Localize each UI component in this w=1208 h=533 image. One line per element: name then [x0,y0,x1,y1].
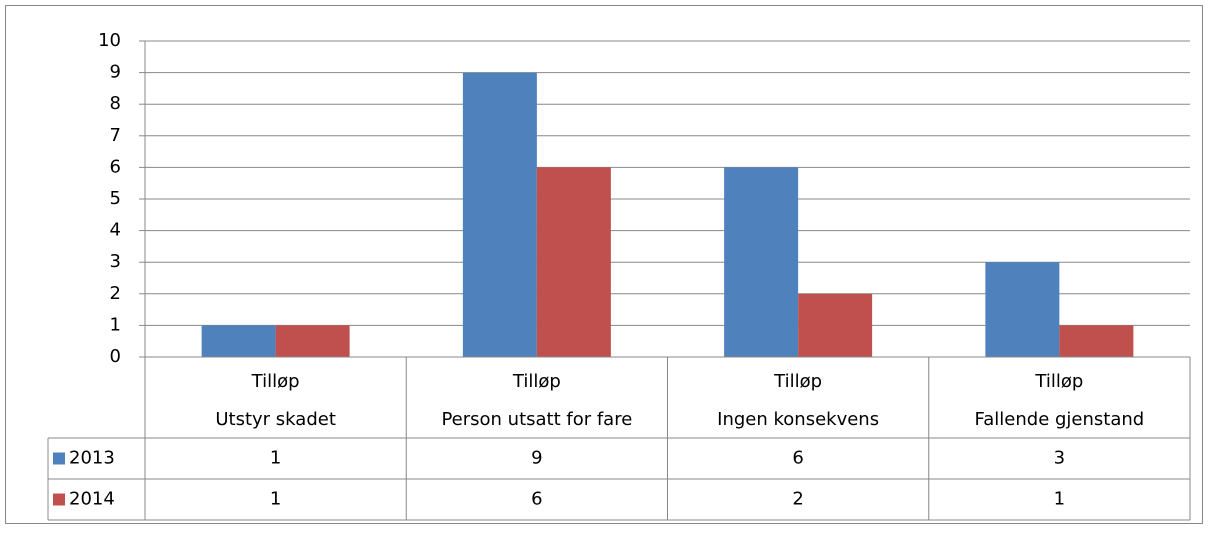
bar [201,325,276,357]
x-tick-label: Tilløp [251,371,300,392]
bar [1059,325,1134,357]
y-tick-label: 8 [110,93,121,114]
data-label: 1 [270,448,281,469]
legend-label: 2014 [69,489,115,510]
bar [724,167,799,357]
y-tick-label: 4 [110,220,121,241]
legend-key [53,493,65,506]
x-tick-label: Tilløp [773,371,822,392]
y-tick-label: 7 [110,125,121,146]
y-tick-label: 10 [98,30,121,51]
data-label: 6 [792,448,803,469]
x-tick-label: Ingen konsekvens [717,409,879,430]
legend-key [53,452,65,465]
bar [798,293,873,357]
y-tick-label: 0 [110,346,121,367]
data-label: 1 [1054,489,1065,510]
data-label: 1 [270,489,281,510]
data-label: 6 [531,489,542,510]
y-tick-label: 3 [110,251,121,272]
legend-label: 2013 [69,448,115,469]
x-tick-label: Tilløp [1034,371,1083,392]
y-tick-label: 1 [110,314,121,335]
x-tick-label: Tilløp [512,371,561,392]
data-label: 9 [531,448,542,469]
x-tick-label: Utstyr skadet [215,409,336,430]
y-tick-label: 6 [110,156,121,177]
bar [536,167,611,357]
y-tick-label: 9 [110,62,121,83]
data-label: 3 [1054,448,1065,469]
y-tick-label: 5 [110,188,121,209]
bar [275,325,350,357]
x-tick-label: Fallende gjenstand [975,409,1145,430]
y-tick-label: 2 [110,283,121,304]
bar [985,262,1060,357]
data-label: 2 [792,489,803,510]
x-tick-label: Person utsatt for fare [441,409,632,430]
bar [462,72,537,357]
